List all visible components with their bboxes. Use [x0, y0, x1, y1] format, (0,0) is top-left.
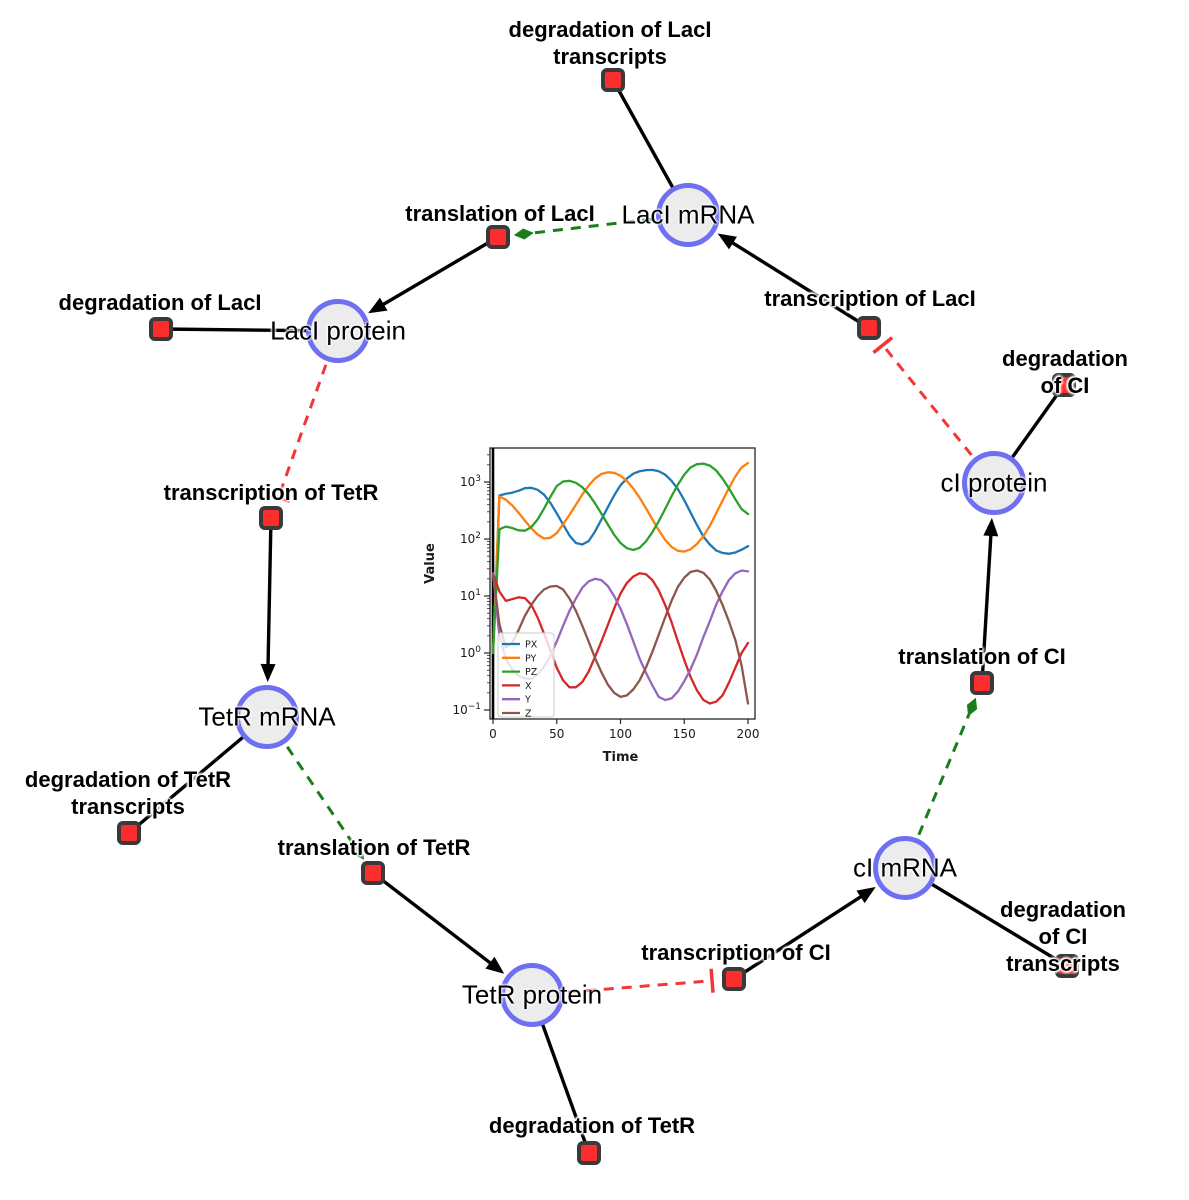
reaction-node-translation-of-laci[interactable] — [486, 225, 510, 249]
species-node-tetr-protein[interactable] — [500, 963, 564, 1027]
svg-text:150: 150 — [673, 727, 696, 741]
edge-transcription-of-laci-to-laci-mrna[interactable] — [717, 233, 870, 330]
svg-text:102: 102 — [460, 531, 481, 546]
arrowhead — [717, 233, 737, 250]
svg-text:100: 100 — [609, 727, 632, 741]
species-node-ci-mrna[interactable] — [873, 836, 937, 900]
reaction-label-transcription-of-laci: transcription of LacI — [764, 286, 976, 311]
reaction-label-transcription-of-tetr: transcription of TetR — [163, 480, 379, 505]
reaction-node-degradation-of-tetr-transcripts[interactable] — [117, 821, 141, 845]
reaction-label-degradation-of-laci: degradation of LacI — [58, 290, 262, 315]
reaction-label-degradation-of-ci-transcripts: degradation of CI transcripts — [1000, 897, 1126, 976]
legend-entry-Z: Z — [502, 709, 532, 720]
svg-text:PZ: PZ — [525, 667, 538, 678]
legend-entry-PX: PX — [502, 640, 538, 651]
arrowhead — [856, 887, 876, 904]
reaction-node-transcription-of-tetr[interactable] — [259, 506, 283, 530]
simulation-plot: 0 50 100 150 20010−1100101102103TimeValuePXP… — [423, 447, 760, 765]
species-label-ci-mrna: cI mRNA — [853, 852, 957, 883]
species-node-tetr-mrna[interactable] — [235, 685, 299, 749]
inhibition-bar — [709, 968, 715, 993]
edge-ci-mrna-to-translation-of-ci[interactable] — [903, 697, 978, 869]
arrowhead — [485, 956, 505, 974]
legend-entry-PY: PY — [502, 653, 537, 664]
svg-text:10−1: 10−1 — [452, 702, 481, 717]
legend-entry-PZ: PZ — [502, 667, 538, 678]
modifier-diamond — [966, 697, 978, 717]
edge-transcription-of-tetr-to-tetr-mrna[interactable] — [260, 517, 276, 683]
edge-laci-protein-inhibits-transcription-of-tetr[interactable] — [266, 330, 340, 503]
species-label-tetr-mrna: TetR mRNA — [198, 701, 336, 732]
species-label-laci-protein: LacI protein — [270, 315, 406, 346]
curve-X — [491, 572, 750, 705]
reaction-node-degradation-of-ci[interactable] — [1052, 373, 1076, 397]
species-label-laci-mrna: LacI mRNA — [621, 199, 755, 230]
modifier-diamond — [513, 228, 534, 240]
svg-text:X: X — [525, 681, 532, 692]
reaction-node-degradation-of-laci[interactable] — [149, 317, 173, 341]
edge-ci-protein-inhibits-transcription-of-laci[interactable] — [872, 336, 996, 484]
svg-text:200: 200 — [737, 727, 760, 741]
inhibition-bar — [872, 336, 894, 355]
reaction-node-degradation-of-tetr[interactable] — [577, 1141, 601, 1165]
x-axis-label: Time — [603, 750, 639, 765]
svg-text:50: 50 — [549, 727, 564, 741]
reaction-node-degradation-of-ci-transcripts[interactable] — [1055, 954, 1079, 978]
species-node-ci-protein[interactable] — [962, 451, 1026, 515]
edge-transcription-of-ci-to-ci-mrna[interactable] — [733, 887, 876, 981]
svg-text:0: 0 — [489, 727, 497, 741]
modifier-diamond — [352, 843, 365, 860]
svg-text:PY: PY — [525, 653, 537, 664]
reaction-label-transcription-of-ci: transcription of CI — [641, 940, 831, 965]
reaction-label-translation-of-tetr: translation of TetR — [277, 835, 471, 860]
plot-legend: PX PY PZ XYZ — [497, 632, 555, 720]
legend-entry-Y: Y — [502, 695, 531, 706]
curve-PZ — [491, 462, 750, 655]
arrowhead — [368, 297, 388, 314]
arrowhead — [260, 663, 276, 683]
arrowhead — [983, 517, 999, 537]
reaction-label-degradation-of-tetr-transcripts: degradation of TetR transcripts — [24, 767, 232, 819]
reaction-label-degradation-of-tetr: degradation of TetR — [488, 1113, 696, 1138]
edge-translation-of-ci-to-ci-protein[interactable] — [980, 517, 999, 684]
reaction-node-translation-of-tetr[interactable] — [361, 861, 385, 885]
curve-PY — [491, 461, 750, 655]
reaction-node-degradation-of-laci-transcripts[interactable] — [601, 68, 625, 92]
y-axis-label: Value — [423, 543, 438, 584]
species-label-ci-protein: cI protein — [940, 467, 1048, 498]
svg-text:100: 100 — [460, 645, 481, 660]
curve-Z — [491, 569, 750, 705]
inhibition-bar — [266, 491, 291, 503]
svg-text:103: 103 — [460, 474, 481, 489]
reaction-node-translation-of-ci[interactable] — [970, 671, 994, 695]
reaction-label-degradation-of-laci-transcripts: degradation of LacI transcripts — [508, 17, 712, 69]
svg-text:Z: Z — [525, 709, 532, 720]
svg-text:PX: PX — [525, 640, 538, 651]
reaction-node-transcription-of-ci[interactable] — [722, 967, 746, 991]
species-node-laci-protein[interactable] — [306, 299, 370, 363]
reaction-label-translation-of-laci: translation of LacI — [405, 201, 595, 226]
svg-text:Y: Y — [524, 695, 531, 706]
reaction-label-translation-of-ci: translation of CI — [898, 644, 1066, 669]
svg-text:101: 101 — [460, 588, 481, 603]
edge-translation-of-laci-to-laci-protein[interactable] — [368, 235, 499, 314]
species-label-tetr-protein: TetR protein — [461, 979, 603, 1010]
edge-translation-of-tetr-to-tetr-protein[interactable] — [371, 871, 505, 974]
reaction-label-degradation-of-ci: degradation of CI — [1002, 346, 1128, 398]
reaction-node-transcription-of-laci[interactable] — [857, 316, 881, 340]
species-node-laci-mrna[interactable] — [656, 183, 720, 247]
edge-tetr-protein-inhibits-transcription-of-ci[interactable] — [531, 968, 715, 997]
curve-PX — [491, 468, 750, 655]
legend-entry-X: X — [502, 681, 532, 692]
